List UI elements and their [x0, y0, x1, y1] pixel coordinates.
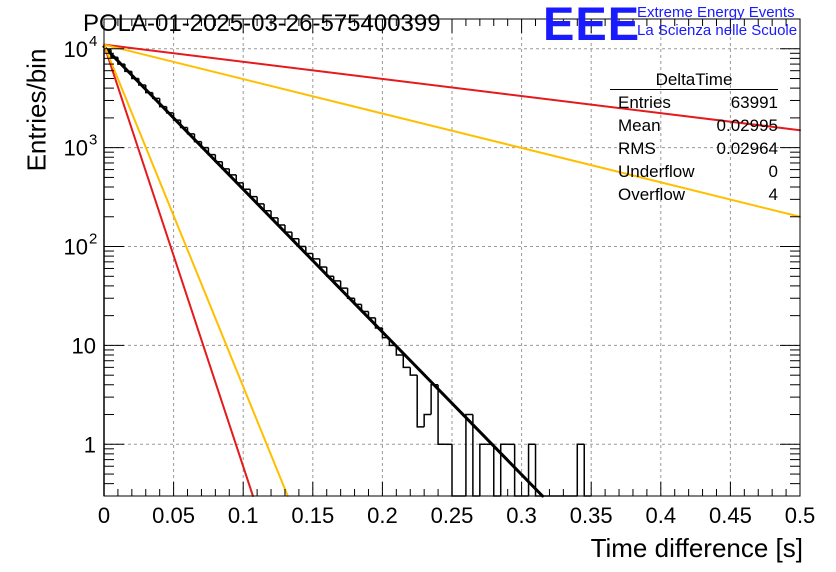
x-tick-label: 0.45: [709, 503, 752, 528]
x-tick-label: 0.5: [785, 503, 816, 528]
histogram-bin: [416, 375, 425, 428]
y-tick-label: 10: [72, 333, 96, 358]
histogram-bin: [423, 413, 432, 427]
stats-value: 0.02964: [716, 139, 778, 158]
x-tick-label: 0.4: [646, 503, 677, 528]
x-tick-label: 0.2: [367, 503, 398, 528]
histogram-bin: [499, 443, 508, 496]
histogram-bin: [319, 258, 327, 268]
y-tick-exponent: 4: [89, 33, 97, 50]
fit-line-red-slow: [103, 43, 801, 132]
histogram-bin: [179, 120, 188, 129]
stats-row: Underflow 0: [610, 159, 778, 182]
stats-row: RMS 0.02964: [610, 136, 778, 159]
histogram-bin: [451, 444, 459, 497]
histogram-bin: [395, 345, 404, 356]
histogram-bin: [284, 225, 292, 233]
fit-line-fit: [102, 45, 544, 498]
stats-value: 0: [768, 162, 778, 181]
x-tick-label: 0: [98, 503, 110, 528]
x-axis-ticks: 0 0.05 0.1 0.15 0.2 0.25 0.3 0.35 0.4 0.45 0.5: [98, 19, 815, 528]
histogram-bin: [409, 367, 418, 376]
stats-label: Overflow: [618, 185, 686, 204]
stats-value: 4: [768, 185, 778, 204]
stats-row: Overflow 4: [610, 182, 778, 205]
histogram-bin: [332, 276, 341, 282]
stats-label: Underflow: [618, 162, 695, 181]
histogram-bin: [576, 443, 585, 496]
x-tick-label: 0.3: [506, 503, 537, 528]
stats-box: DeltaTime Entries 63991 Mean 0.02995 RMS…: [610, 68, 778, 205]
histogram-bin: [527, 443, 536, 496]
histogram-bin: [103, 48, 111, 496]
y-tick-label: 10: [64, 136, 88, 161]
x-axis-label: Time difference [s]: [590, 533, 803, 563]
fit-line-orange-slow: [103, 43, 801, 218]
histogram-bin: [437, 384, 446, 446]
y-tick-label: 10: [64, 37, 88, 62]
x-tick-label: 0.05: [152, 503, 195, 528]
logo-subtitle-1: Extreme Energy Events: [637, 4, 795, 21]
histogram-bin: [479, 443, 487, 496]
y-tick-label: 10: [64, 235, 88, 260]
stats-value: 63991: [730, 93, 778, 112]
stats-row: Mean 0.02995: [610, 113, 778, 136]
histogram-bin: [339, 280, 348, 289]
y-tick-exponent: 3: [89, 132, 97, 149]
y-tick-label: 1: [84, 432, 96, 457]
fit-line-red-fast: [103, 43, 254, 497]
stats-value: 0.02995: [716, 116, 778, 135]
histogram-bin: [312, 253, 320, 260]
x-tick-label: 0.1: [228, 503, 259, 528]
fit-lines: [102, 43, 801, 498]
histogram-bin: [291, 232, 299, 240]
histogram-bin: [402, 354, 411, 369]
histogram-bin: [583, 444, 592, 497]
histogram-bin: [465, 413, 473, 496]
y-axis-label: Entries/bin: [21, 48, 52, 172]
y-tick-exponent: 2: [89, 231, 97, 248]
x-tick-label: 0.15: [291, 503, 334, 528]
chart-title: POLA-01-2025-03-26-575400399: [83, 10, 441, 37]
stats-label: Entries: [618, 93, 671, 112]
histogram-bin: [193, 133, 202, 143]
eee-logo: EEE: [543, 0, 641, 50]
stats-title: DeltaTime: [610, 68, 778, 90]
histogram: [103, 48, 592, 497]
stats-label: RMS: [618, 139, 656, 158]
stats-row: Entries 63991: [610, 90, 778, 113]
logo-subtitle-2: La Scienza nelle Scuole: [637, 22, 798, 39]
x-tick-label: 0.25: [431, 503, 474, 528]
stats-label: Mean: [618, 116, 661, 135]
fit-line-orange-fast: [103, 43, 289, 497]
x-tick-label: 0.35: [570, 503, 613, 528]
